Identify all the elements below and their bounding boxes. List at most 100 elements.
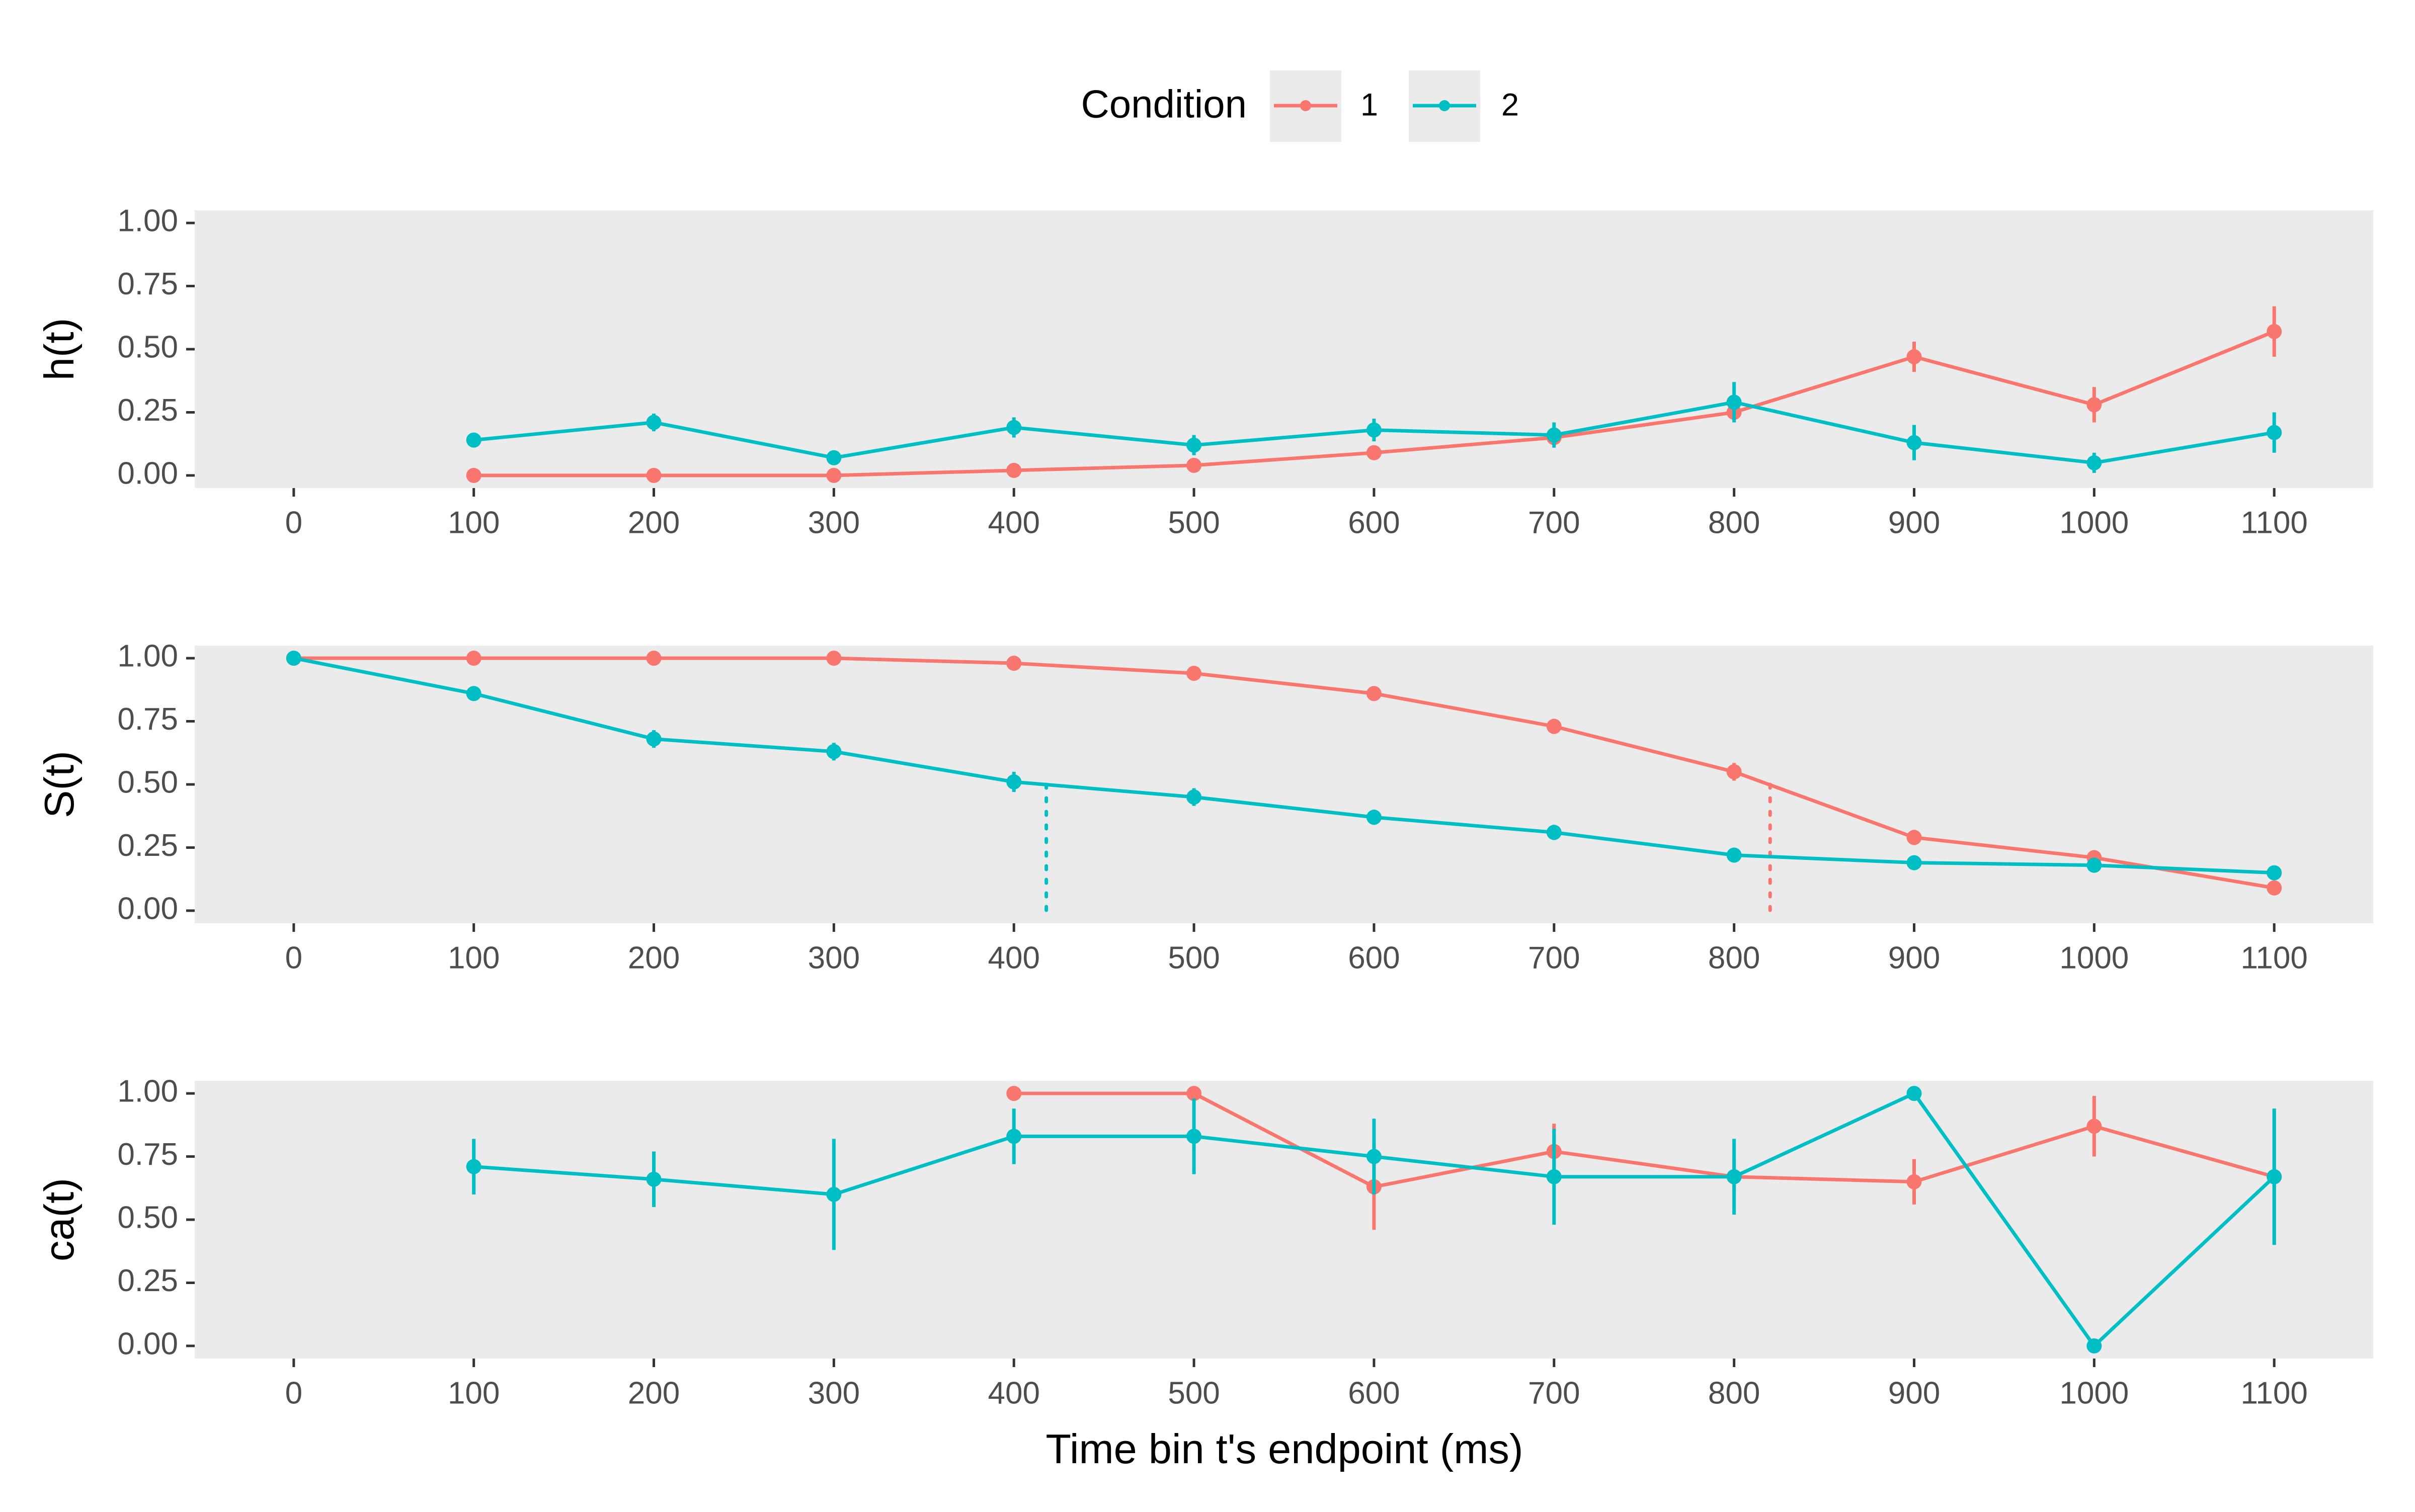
- legend-label-1: 1: [1360, 88, 1378, 123]
- x-tick-label-hazard: 100: [448, 505, 500, 540]
- data-point-hazard-2: [2267, 425, 2282, 440]
- x-tick-label-survival: 1100: [2241, 940, 2308, 975]
- x-tick-label-hazard: 900: [1888, 505, 1940, 540]
- x-tick-label-hazard: 600: [1348, 505, 1400, 540]
- data-point-survival-1: [1726, 764, 1742, 779]
- y-axis-title-accuracy: ca(t): [36, 1178, 83, 1261]
- legend-key-point-2: [1439, 100, 1450, 111]
- data-point-hazard-2: [1006, 420, 1022, 435]
- y-tick-label-accuracy: 1.00: [117, 1074, 178, 1108]
- y-tick-label-hazard: 0.25: [117, 393, 178, 428]
- data-point-accuracy-1: [2086, 1119, 2102, 1134]
- x-tick-label-survival: 900: [1888, 940, 1940, 975]
- x-tick-label-accuracy: 700: [1528, 1376, 1580, 1410]
- series-line-survival-2: [293, 656, 2275, 875]
- data-point-survival-2: [286, 651, 301, 666]
- data-point-accuracy-1: [1006, 1086, 1022, 1101]
- data-point-accuracy-2: [1546, 1169, 1562, 1184]
- legend-item-2: 2: [1409, 70, 1519, 142]
- y-tick-label-survival: 0.75: [117, 702, 178, 737]
- data-point-survival-2: [1726, 847, 1742, 863]
- data-point-hazard-2: [646, 415, 662, 430]
- data-point-survival-2: [466, 686, 481, 701]
- data-point-hazard-1: [646, 467, 662, 483]
- data-point-survival-1: [2267, 880, 2282, 896]
- data-point-hazard-2: [466, 432, 481, 448]
- legend-key-point-1: [1300, 100, 1311, 111]
- data-point-hazard-1: [1186, 457, 1202, 473]
- data-point-hazard-2: [1726, 394, 1742, 410]
- y-tick-label-survival: 0.25: [117, 828, 178, 863]
- x-tick-label-accuracy: 100: [448, 1376, 500, 1410]
- y-tick-label-hazard: 0.75: [117, 267, 178, 301]
- series-line-survival-1: [293, 656, 2275, 890]
- data-point-survival-2: [1366, 810, 1382, 825]
- plot-background-survival: [195, 646, 2373, 923]
- x-tick-label-accuracy: 400: [988, 1376, 1039, 1410]
- data-point-accuracy-2: [466, 1159, 481, 1174]
- x-tick-label-survival: 0: [285, 940, 302, 975]
- x-tick-label-accuracy: 1100: [2241, 1376, 2308, 1410]
- x-tick-label-hazard: 200: [628, 505, 680, 540]
- plot-background-hazard: [195, 210, 2373, 488]
- x-tick-label-survival: 500: [1168, 940, 1220, 975]
- y-tick-label-survival: 0.50: [117, 765, 178, 800]
- x-tick-label-survival: 600: [1348, 940, 1400, 975]
- y-axis-title-survival: S(t): [36, 751, 83, 818]
- data-point-survival-2: [1906, 855, 1922, 870]
- data-point-hazard-2: [1366, 422, 1382, 438]
- data-point-accuracy-2: [1906, 1086, 1922, 1101]
- data-point-accuracy-2: [1366, 1149, 1382, 1164]
- x-axis-title: Time bin t's endpoint (ms): [1045, 1425, 1523, 1472]
- data-point-survival-2: [1006, 774, 1022, 789]
- x-tick-label-accuracy: 800: [1708, 1376, 1760, 1410]
- x-tick-label-hazard: 700: [1528, 505, 1580, 540]
- x-tick-label-survival: 700: [1528, 940, 1580, 975]
- data-point-survival-1: [1546, 719, 1562, 734]
- data-point-accuracy-2: [1726, 1169, 1742, 1184]
- x-tick-label-survival: 1000: [2059, 940, 2129, 975]
- data-point-survival-2: [646, 731, 662, 747]
- data-point-hazard-2: [2086, 455, 2102, 470]
- data-point-hazard-1: [1006, 462, 1022, 478]
- legend-item-1: 1: [1270, 70, 1378, 142]
- x-tick-label-hazard: 500: [1168, 505, 1220, 540]
- x-tick-label-survival: 200: [628, 940, 680, 975]
- data-point-hazard-2: [1186, 437, 1202, 453]
- y-tick-label-accuracy: 0.50: [117, 1200, 178, 1235]
- data-point-survival-1: [826, 651, 842, 666]
- data-point-hazard-1: [466, 467, 481, 483]
- x-tick-label-accuracy: 200: [628, 1376, 680, 1410]
- data-point-accuracy-2: [826, 1186, 842, 1202]
- x-tick-label-accuracy: 900: [1888, 1376, 1940, 1410]
- panel-hazard: 0.00 0.25 0.50 0.75 1.00 0 100 200 300 400 500 600 7…: [36, 203, 2373, 540]
- data-point-survival-2: [2267, 865, 2282, 881]
- x-tick-label-accuracy: 0: [285, 1376, 302, 1410]
- data-point-accuracy-2: [2086, 1338, 2102, 1354]
- x-tick-label-survival: 800: [1708, 940, 1760, 975]
- data-point-survival-1: [1906, 830, 1922, 845]
- data-point-survival-2: [1546, 825, 1562, 840]
- x-tick-label-accuracy: 500: [1168, 1376, 1220, 1410]
- data-point-survival-1: [1186, 666, 1202, 681]
- x-tick-label-accuracy: 600: [1348, 1376, 1400, 1410]
- data-point-survival-2: [826, 744, 842, 759]
- data-point-hazard-2: [1546, 427, 1562, 443]
- plot-background-accuracy: [195, 1081, 2373, 1359]
- data-point-accuracy-2: [1186, 1129, 1202, 1144]
- y-tick-label-accuracy: 0.00: [117, 1326, 178, 1361]
- y-tick-label-hazard: 1.00: [117, 203, 178, 238]
- x-tick-label-survival: 100: [448, 940, 500, 975]
- x-tick-label-accuracy: 300: [808, 1376, 860, 1410]
- data-point-hazard-1: [1906, 349, 1922, 365]
- y-tick-label-accuracy: 0.25: [117, 1263, 178, 1298]
- data-point-accuracy-2: [646, 1171, 662, 1187]
- x-tick-label-accuracy: 1000: [2059, 1376, 2129, 1410]
- x-tick-label-hazard: 1100: [2241, 505, 2308, 540]
- legend: Condition 1 2: [1081, 70, 1519, 142]
- data-point-survival-1: [1006, 656, 1022, 671]
- legend-title: Condition: [1081, 82, 1247, 126]
- x-tick-label-survival: 400: [988, 940, 1039, 975]
